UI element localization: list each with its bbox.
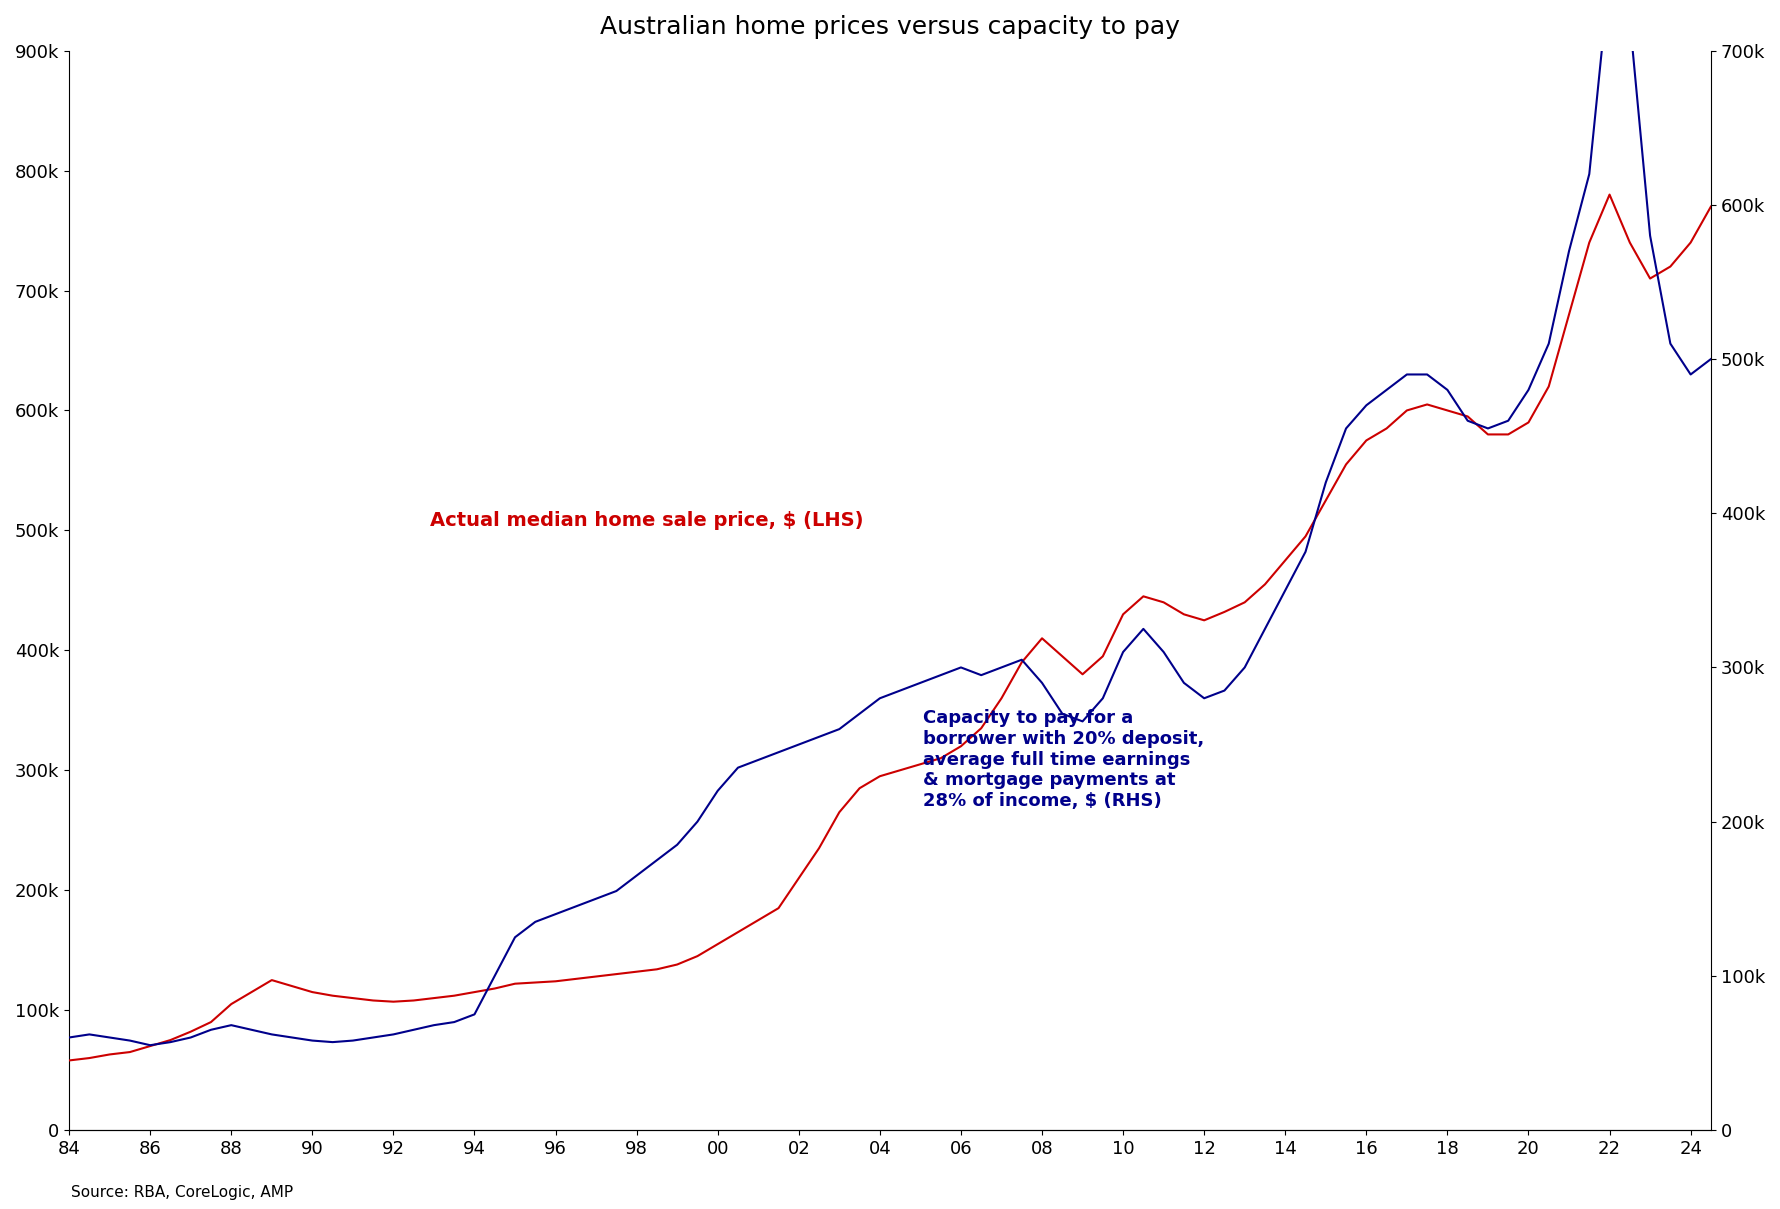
Title: Australian home prices versus capacity to pay: Australian home prices versus capacity t… xyxy=(600,15,1180,39)
Text: Capacity to pay for a
borrower with 20% deposit,
average full time earnings
& mo: Capacity to pay for a borrower with 20% … xyxy=(922,708,1203,810)
Text: Source: RBA, CoreLogic, AMP: Source: RBA, CoreLogic, AMP xyxy=(71,1185,294,1199)
Text: Actual median home sale price, $ (LHS): Actual median home sale price, $ (LHS) xyxy=(431,510,863,530)
